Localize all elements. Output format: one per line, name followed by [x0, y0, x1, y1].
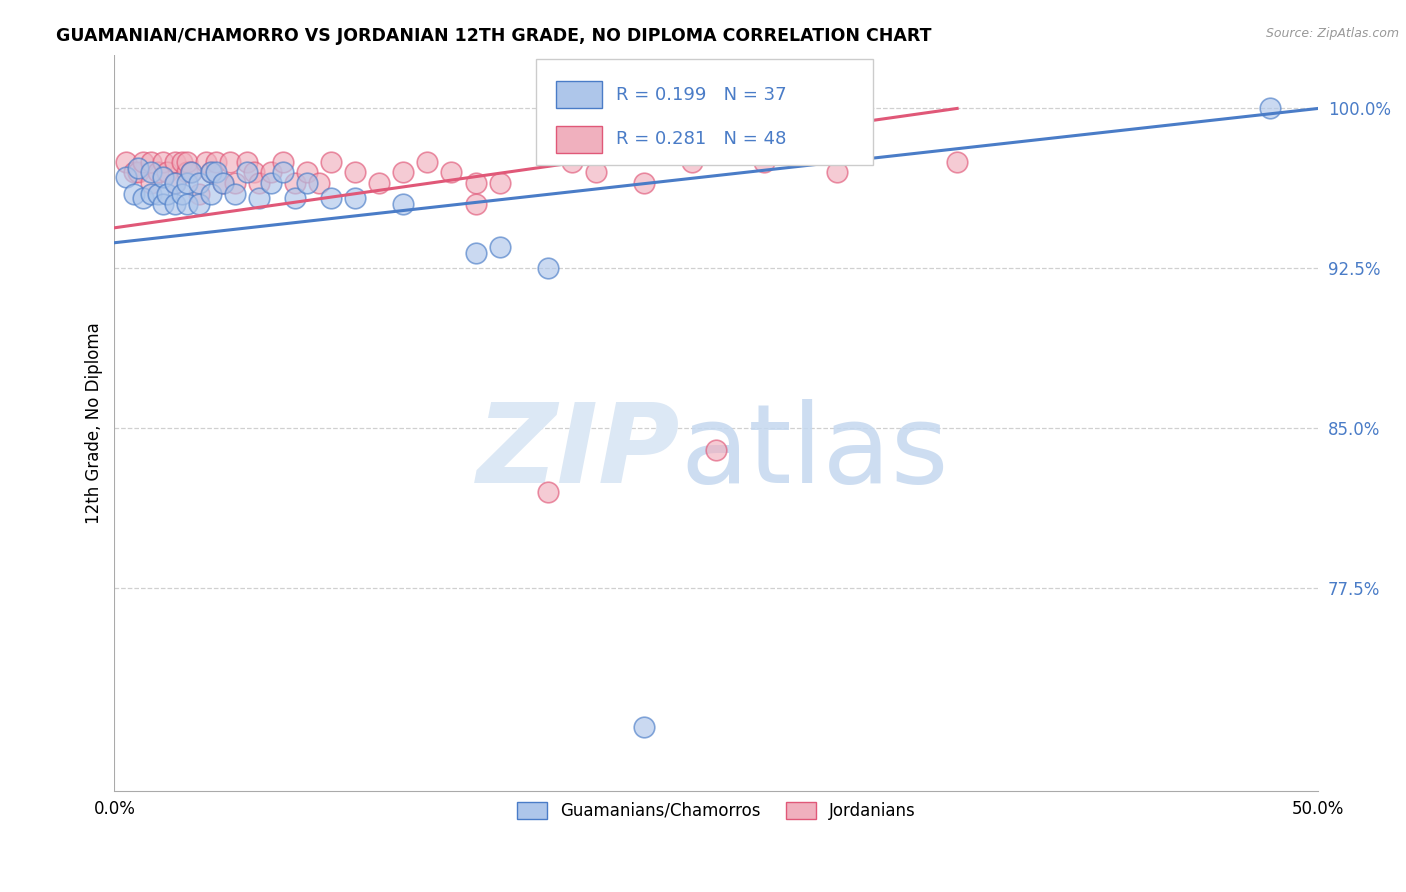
Point — [224, 176, 246, 190]
Legend: Guamanians/Chamorros, Jordanians: Guamanians/Chamorros, Jordanians — [510, 795, 922, 826]
Point — [440, 165, 463, 179]
Point — [219, 154, 242, 169]
Point — [127, 165, 149, 179]
Point — [204, 165, 226, 179]
Point — [825, 165, 848, 179]
Point — [488, 176, 510, 190]
Point — [200, 165, 222, 179]
Point — [704, 442, 727, 457]
Point — [200, 186, 222, 201]
Point — [247, 191, 270, 205]
Point — [146, 186, 169, 201]
Point — [146, 165, 169, 179]
Point — [152, 197, 174, 211]
Text: R = 0.199   N = 37: R = 0.199 N = 37 — [616, 86, 787, 103]
Point — [176, 165, 198, 179]
FancyBboxPatch shape — [557, 81, 602, 109]
Point — [163, 176, 186, 190]
Point — [537, 485, 560, 500]
Point — [344, 165, 367, 179]
Point — [754, 154, 776, 169]
Point — [187, 186, 209, 201]
Point — [156, 186, 179, 201]
Point — [319, 191, 342, 205]
Point — [132, 154, 155, 169]
Point — [271, 165, 294, 179]
Point — [464, 246, 486, 260]
Text: ZIP: ZIP — [477, 399, 681, 506]
Point — [224, 186, 246, 201]
Point — [122, 165, 145, 179]
Point — [170, 154, 193, 169]
Point — [156, 165, 179, 179]
Point — [633, 720, 655, 734]
Point — [243, 165, 266, 179]
Point — [204, 154, 226, 169]
Point — [115, 154, 138, 169]
Point — [180, 165, 202, 179]
Point — [585, 165, 607, 179]
Text: R = 0.281   N = 48: R = 0.281 N = 48 — [616, 130, 787, 148]
Point — [139, 186, 162, 201]
Point — [488, 240, 510, 254]
Point — [115, 169, 138, 184]
Point — [633, 176, 655, 190]
Point — [152, 169, 174, 184]
Point — [139, 154, 162, 169]
Text: GUAMANIAN/CHAMORRO VS JORDANIAN 12TH GRADE, NO DIPLOMA CORRELATION CHART: GUAMANIAN/CHAMORRO VS JORDANIAN 12TH GRA… — [56, 27, 932, 45]
Point — [176, 197, 198, 211]
Point — [344, 191, 367, 205]
Point — [319, 154, 342, 169]
Text: Source: ZipAtlas.com: Source: ZipAtlas.com — [1265, 27, 1399, 40]
Point — [163, 154, 186, 169]
Point — [200, 165, 222, 179]
Point — [464, 197, 486, 211]
Point — [416, 154, 439, 169]
Point — [392, 165, 415, 179]
Point — [368, 176, 391, 190]
Point — [236, 154, 259, 169]
Point — [176, 176, 198, 190]
Point — [247, 176, 270, 190]
Point — [561, 154, 583, 169]
Point — [464, 176, 486, 190]
Point — [180, 165, 202, 179]
Point — [537, 261, 560, 276]
Point — [211, 176, 233, 190]
Point — [163, 176, 186, 190]
Y-axis label: 12th Grade, No Diploma: 12th Grade, No Diploma — [86, 322, 103, 524]
Point — [163, 197, 186, 211]
Point — [681, 154, 703, 169]
Point — [132, 191, 155, 205]
Point — [211, 176, 233, 190]
Point — [260, 165, 283, 179]
Point — [946, 154, 969, 169]
Point — [187, 197, 209, 211]
Point — [139, 165, 162, 179]
Point — [176, 154, 198, 169]
Point — [284, 191, 307, 205]
Point — [284, 176, 307, 190]
Point — [170, 186, 193, 201]
Point — [139, 176, 162, 190]
Point — [194, 154, 217, 169]
Point — [295, 176, 318, 190]
Text: atlas: atlas — [681, 399, 949, 506]
Point — [308, 176, 330, 190]
Point — [127, 161, 149, 175]
Point — [122, 186, 145, 201]
Point — [236, 165, 259, 179]
Point — [187, 176, 209, 190]
FancyBboxPatch shape — [536, 59, 873, 165]
Point — [260, 176, 283, 190]
Point — [295, 165, 318, 179]
Point — [271, 154, 294, 169]
Point — [1258, 102, 1281, 116]
FancyBboxPatch shape — [557, 126, 602, 153]
Point — [392, 197, 415, 211]
Point — [152, 154, 174, 169]
